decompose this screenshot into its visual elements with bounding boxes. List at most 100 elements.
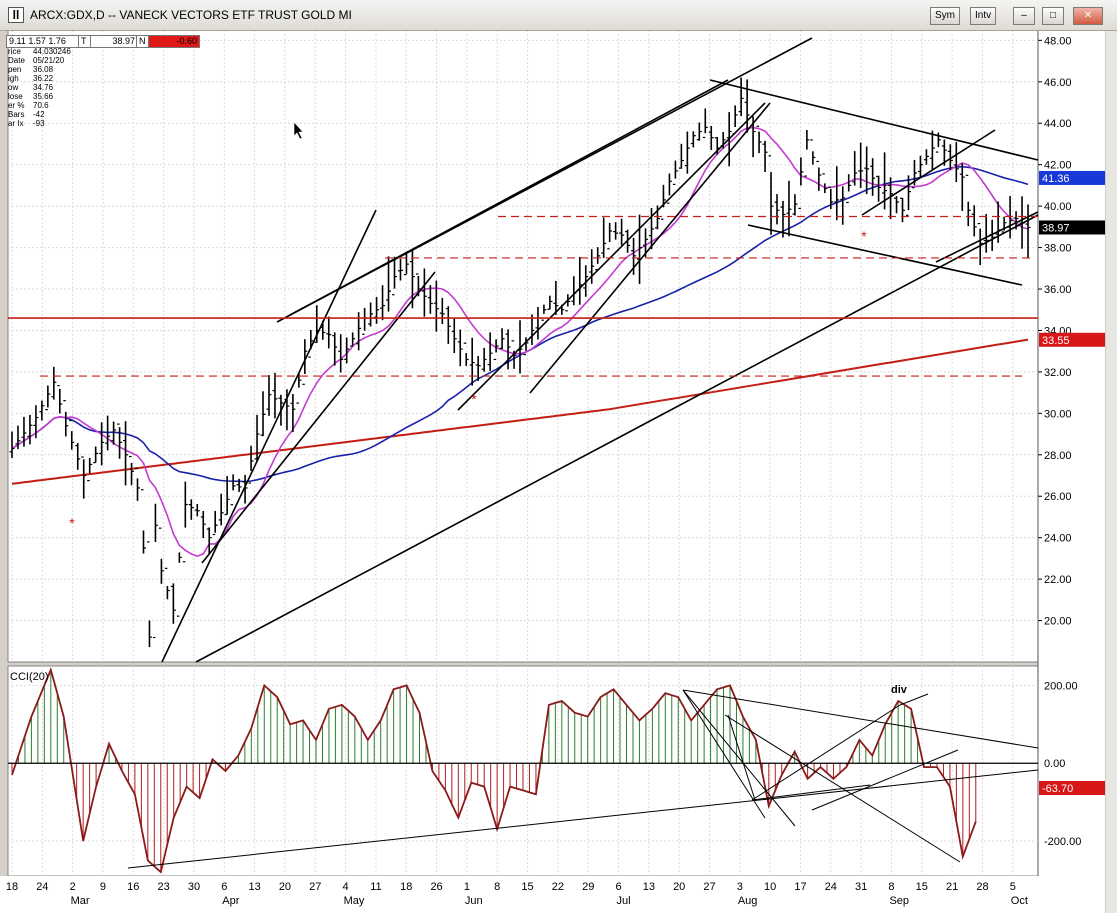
ma-long-line	[11, 338, 1029, 485]
price-bar	[302, 339, 308, 385]
price-bar	[481, 347, 487, 372]
price-bar	[194, 504, 200, 517]
price-bar	[583, 265, 589, 297]
y-tick-label: 48.00	[1044, 35, 1072, 47]
price-bar	[164, 567, 170, 600]
price-bar	[260, 391, 266, 437]
price-bar	[708, 125, 714, 151]
price-bar	[326, 316, 332, 349]
x-tick-label: 13	[248, 881, 260, 893]
info-row: lose 35.66	[8, 92, 53, 101]
price-bar	[230, 474, 236, 506]
price-bar	[350, 332, 356, 347]
info-row: pen 36.08	[8, 65, 53, 74]
info-row: Date 05/21/20	[8, 56, 64, 65]
price-bar	[188, 499, 194, 520]
window-title: ARCX:GDX,D -- VANECK VECTORS ETF TRUST G…	[30, 8, 352, 22]
price-bar	[469, 337, 475, 386]
y-tick-label: 46.00	[1044, 77, 1072, 89]
x-tick-label: 27	[309, 881, 321, 893]
info-value: -42	[33, 110, 45, 119]
info-row: ar Ix -93	[8, 119, 45, 128]
price-bar	[266, 375, 272, 416]
cci-badge-label: -63.70	[1042, 783, 1073, 795]
info-row: rice 44.030246	[8, 47, 71, 56]
n-value: -0.60	[148, 35, 200, 48]
y-tick-label: 40.00	[1044, 201, 1072, 213]
price-bar	[290, 393, 296, 433]
price-bar	[158, 527, 164, 584]
trendline	[457, 102, 766, 411]
price-bar	[613, 222, 619, 240]
price-bar	[971, 205, 977, 237]
mouse-cursor-icon	[293, 121, 304, 140]
x-tick-label: 30	[188, 881, 200, 893]
x-month-label: Mar	[71, 895, 90, 907]
price-bar	[786, 180, 792, 237]
price-badge-label: 33.55	[1042, 335, 1070, 347]
price-bar	[678, 143, 684, 169]
price-bar	[99, 422, 105, 466]
price-bar	[81, 456, 87, 499]
price-bar	[212, 510, 218, 536]
price-bar	[27, 414, 33, 445]
trendline	[195, 214, 1039, 663]
x-month-label: May	[344, 895, 365, 907]
close-icon[interactable]: ✕	[1073, 7, 1103, 25]
price-bar	[111, 421, 117, 445]
price-bar	[475, 355, 481, 381]
price-bar	[21, 416, 27, 447]
price-bar	[463, 342, 469, 366]
x-tick-label: 6	[221, 881, 227, 893]
title-bar: ll ARCX:GDX,D -- VANECK VECTORS ETF TRUS…	[0, 0, 1117, 31]
price-bar	[762, 140, 768, 173]
price-bar	[332, 332, 338, 366]
price-bar	[768, 155, 774, 235]
price-bar	[206, 527, 212, 555]
x-tick-label: 4	[343, 881, 349, 893]
trendline	[709, 79, 1039, 161]
price-bar	[493, 339, 499, 361]
price-bar	[840, 186, 846, 225]
cci-trendline	[751, 704, 901, 801]
info-row: er % 70.6	[8, 101, 49, 110]
minimize-icon[interactable]: –	[1013, 7, 1035, 25]
x-month-label: Oct	[1011, 895, 1028, 907]
maximize-icon[interactable]: □	[1042, 7, 1064, 25]
symbol-button[interactable]: Sym	[930, 7, 960, 25]
bottom-axis-bg	[0, 876, 1117, 913]
x-tick-label: 23	[158, 881, 170, 893]
price-bar	[828, 186, 834, 210]
x-tick-label: 9	[100, 881, 106, 893]
price-bar	[140, 489, 146, 554]
chart-app-icon: ll	[8, 7, 24, 23]
interval-button[interactable]: Intv	[970, 7, 997, 25]
price-bar	[33, 405, 39, 439]
x-tick-label: 29	[582, 881, 594, 893]
cci-trendline	[899, 693, 929, 706]
price-bar	[547, 295, 553, 310]
cci-trendline	[682, 689, 796, 827]
price-bar	[272, 372, 278, 419]
price-bar	[947, 144, 953, 170]
trendline	[747, 224, 1023, 286]
x-tick-label: 26	[430, 881, 442, 893]
price-bar	[409, 249, 415, 309]
price-bar	[152, 503, 158, 639]
price-bar	[176, 552, 182, 617]
price-bar	[917, 155, 923, 178]
price-bar	[774, 194, 780, 225]
x-tick-label: 15	[916, 881, 928, 893]
price-badge	[1039, 332, 1105, 347]
price-bar	[702, 108, 708, 139]
price-bar	[386, 256, 392, 312]
price-bar	[75, 443, 81, 470]
price-bar	[607, 222, 613, 250]
x-tick-label: 15	[521, 881, 533, 893]
price-bar	[236, 478, 242, 492]
price-bar	[780, 200, 786, 238]
price-bar	[965, 174, 971, 227]
price-bar	[9, 431, 15, 458]
x-tick-label: 17	[794, 881, 806, 893]
price-bar	[427, 285, 433, 314]
